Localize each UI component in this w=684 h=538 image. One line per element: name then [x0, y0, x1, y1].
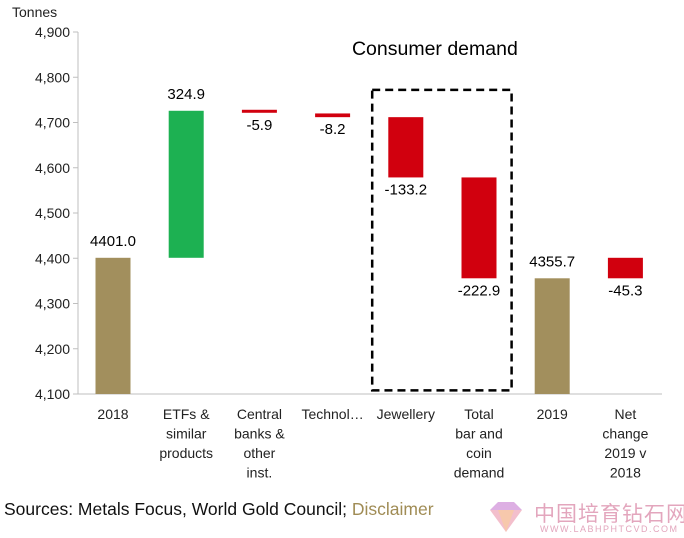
x-tick-label: coin [466, 445, 492, 461]
diamond-logo-icon [490, 502, 522, 532]
x-tick-label: 2019 v [604, 445, 646, 461]
x-tick-label: Central [237, 406, 282, 422]
bar-1 [95, 257, 131, 394]
x-tick-label: change [602, 426, 648, 442]
data-label: 4401.0 [90, 233, 136, 250]
x-tick-label: Net [615, 406, 637, 422]
data-label: 4355.7 [529, 253, 575, 270]
y-tick-label: 4,700 [35, 115, 70, 131]
data-label: 324.9 [167, 86, 205, 103]
y-tick-label: 4,200 [35, 341, 70, 357]
sources-footer: Sources: Metals Focus, World Gold Counci… [4, 499, 434, 520]
watermark-url: WWW.LABHPHTCVD.COM [540, 524, 679, 534]
bar-3 [241, 109, 277, 113]
x-tick-label: banks & [234, 426, 285, 442]
x-tick-label: Jewellery [377, 406, 435, 422]
x-tick-label: products [159, 445, 213, 461]
y-tick-label: 4,400 [35, 250, 70, 266]
data-label: -133.2 [385, 181, 428, 198]
data-label: -5.9 [246, 117, 272, 134]
x-tick-label: bar and [455, 426, 502, 442]
waterfall-chart: 4,100 4,200 4,300 4,400 4,500 4,600 4,700 4,800… [12, 4, 662, 481]
x-tick-label: 2018 [97, 406, 128, 422]
bar-7 [534, 278, 570, 394]
bar-8 [607, 257, 643, 279]
data-label: -222.9 [458, 282, 501, 299]
bar-2 [168, 110, 204, 258]
bar-6 [461, 177, 497, 279]
y-axis-label: Tonnes [12, 4, 57, 20]
sources-text: Sources: Metals Focus, World Gold Counci… [4, 499, 352, 519]
data-label: -45.3 [608, 282, 642, 299]
x-tick-label: Total [464, 406, 494, 422]
y-tick-label: 4,600 [35, 160, 70, 176]
y-tick-label: 4,100 [35, 386, 70, 402]
y-tick-label: 4,300 [35, 296, 70, 312]
x-tick-label: inst. [247, 465, 273, 481]
x-tick-label: ETFs & [163, 406, 210, 422]
y-tick-label: 4,800 [35, 69, 70, 85]
site-watermark: 中国培育钻石网 WWW.LABHPHTCVD.COM [484, 498, 684, 538]
watermark-text: 中国培育钻石网 [534, 502, 684, 526]
bar-5 [388, 117, 424, 178]
x-tick-label: Technol… [301, 406, 363, 422]
x-tick-label: demand [454, 465, 505, 481]
consumer-demand-box [370, 88, 513, 392]
data-label: -8.2 [320, 121, 346, 138]
x-tick-label: 2018 [610, 465, 641, 481]
bar-4 [315, 113, 351, 118]
x-tick-label: other [243, 445, 275, 461]
y-tick-label: 4,900 [35, 24, 70, 40]
x-tick-label: similar [166, 426, 207, 442]
consumer-demand-annotation: Consumer demand [352, 38, 518, 60]
x-tick-label: 2019 [537, 406, 568, 422]
disclaimer-link[interactable]: Disclaimer [351, 499, 434, 519]
y-tick-label: 4,500 [35, 205, 70, 221]
